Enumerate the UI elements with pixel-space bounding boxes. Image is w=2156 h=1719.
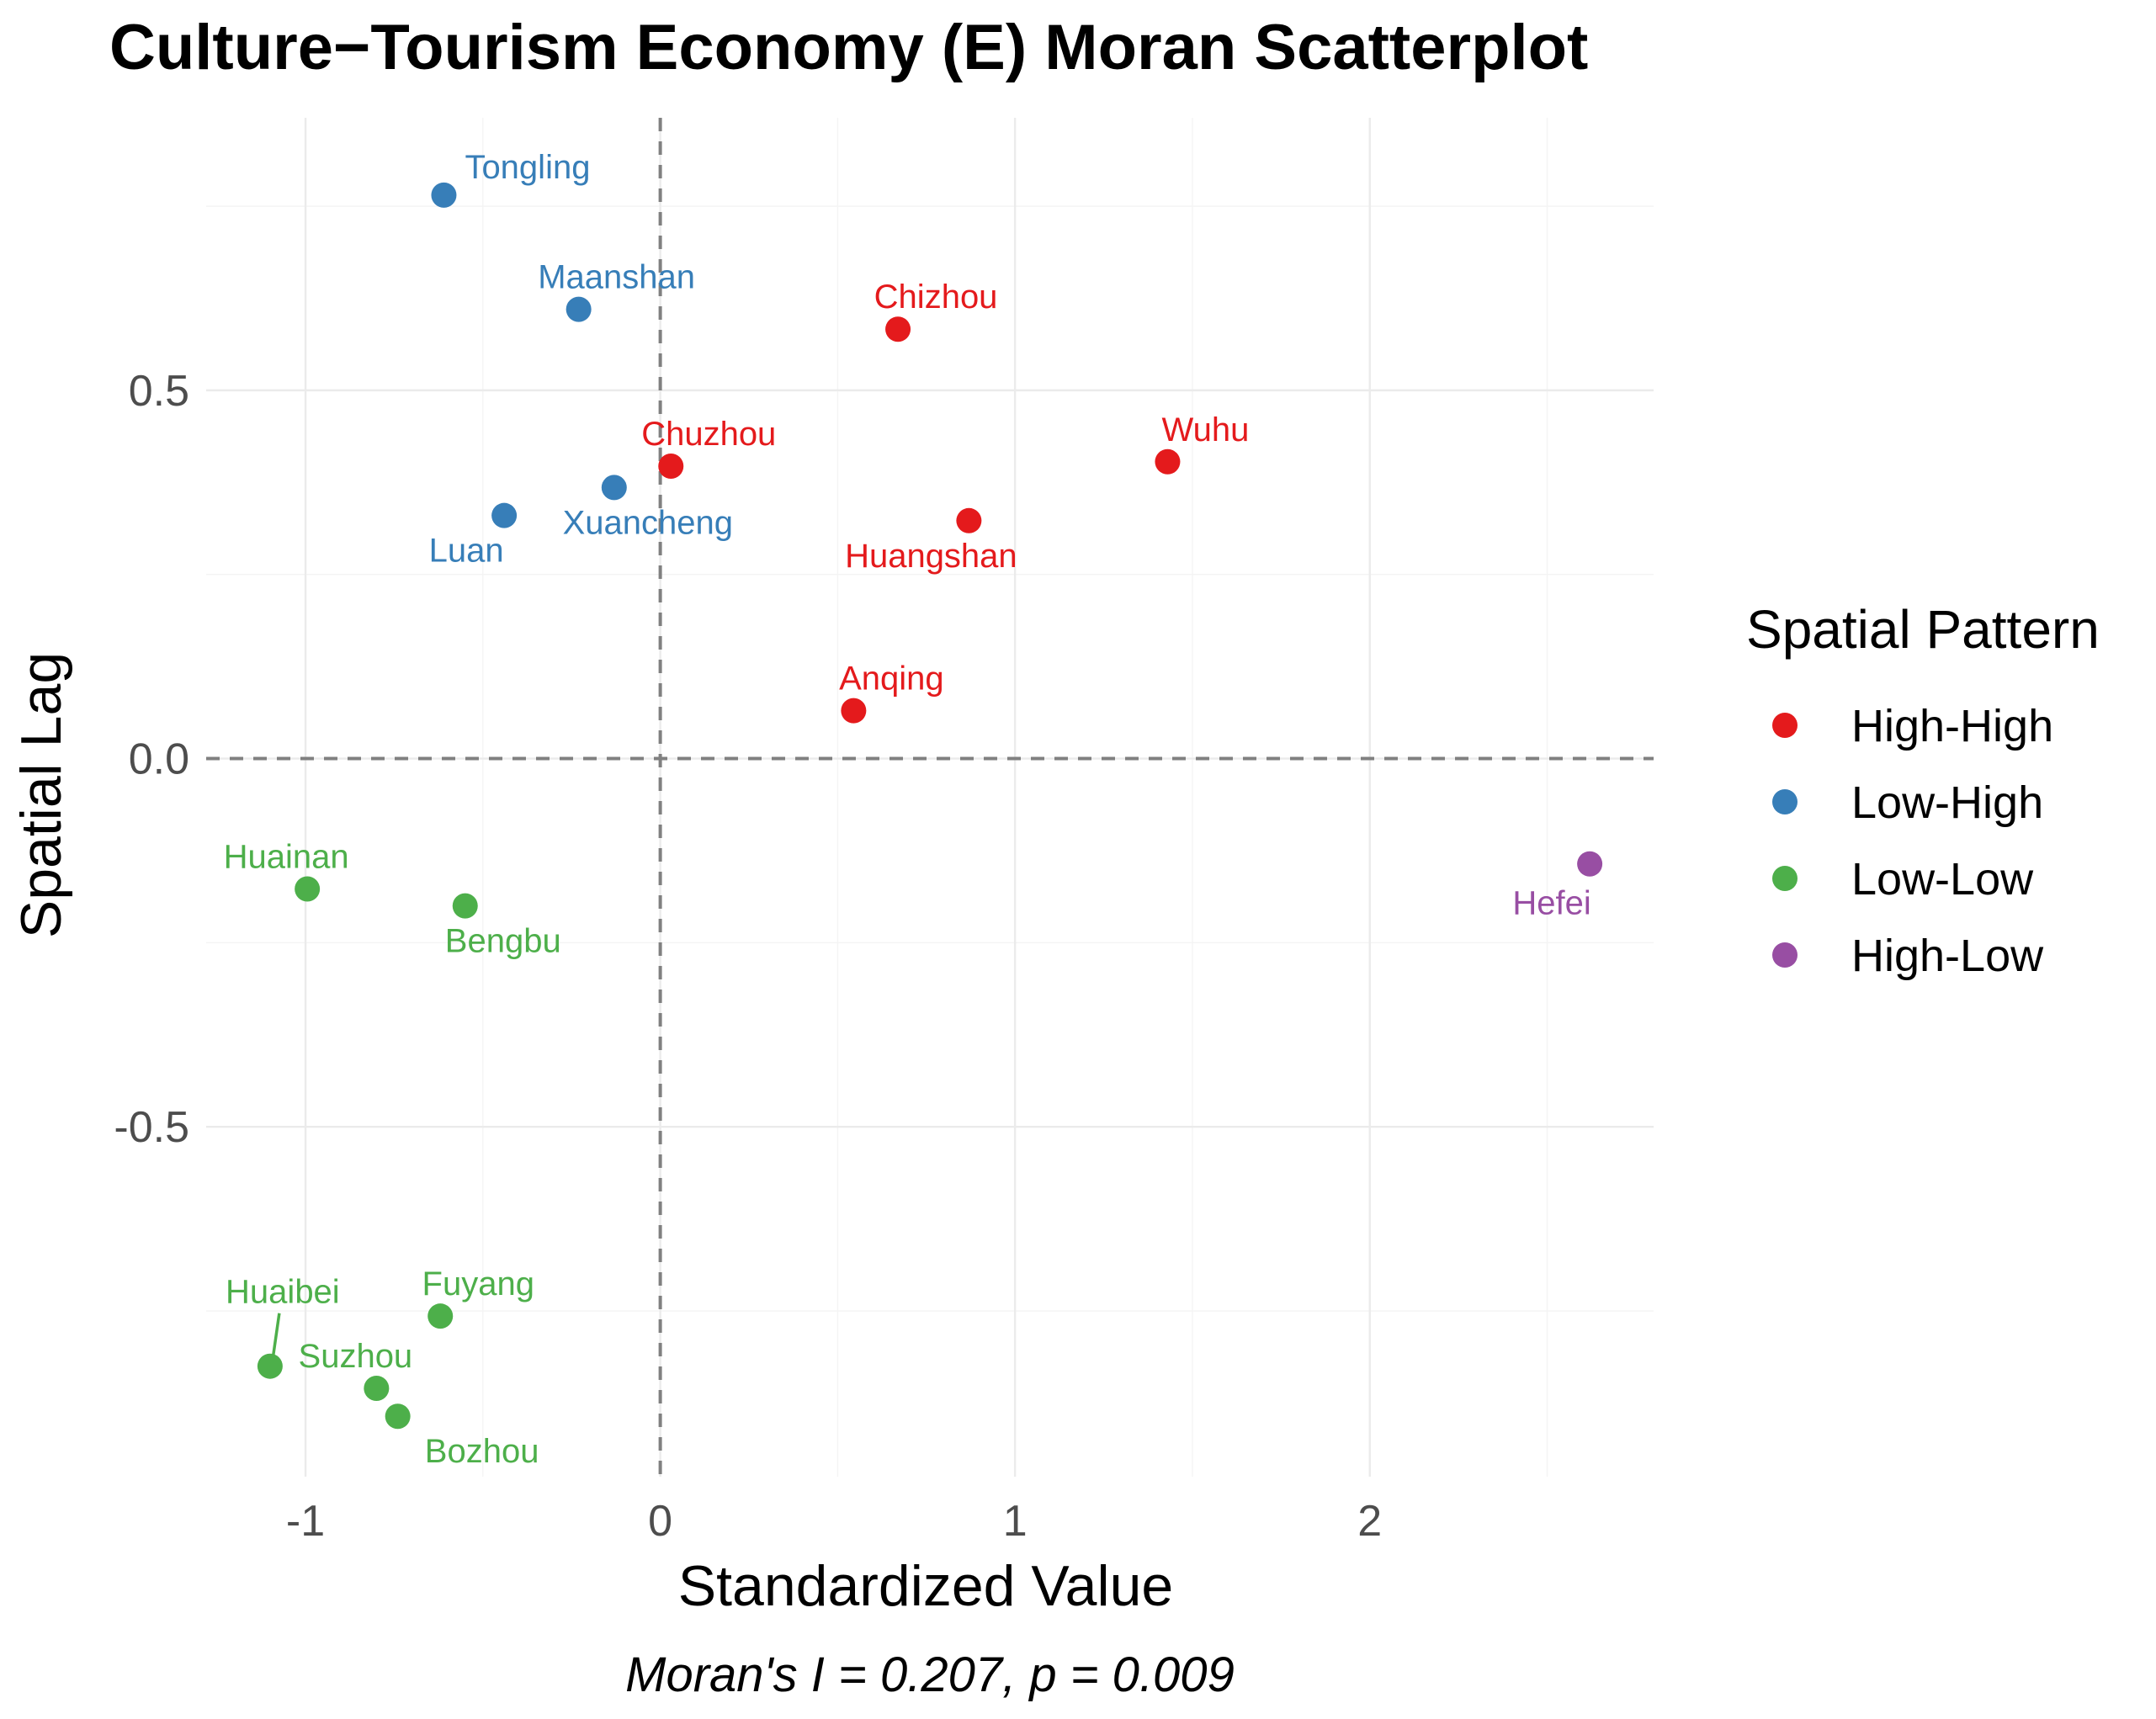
point-label-luan: Luan bbox=[429, 533, 504, 570]
legend-label-high-low: High-Low bbox=[1851, 931, 2044, 981]
point-label-maanshan: Maanshan bbox=[538, 259, 695, 296]
chart-title: Culture−Tourism Economy (E) Moran Scatte… bbox=[109, 12, 1588, 83]
x-tick-label: 1 bbox=[1003, 1497, 1028, 1546]
scatter-point-huaibei bbox=[257, 1353, 283, 1379]
y-tick-label: -0.5 bbox=[114, 1103, 189, 1152]
point-label-huainan: Huainan bbox=[224, 838, 349, 875]
label-leader-line bbox=[272, 1313, 281, 1355]
scatter-point-bengbu bbox=[452, 893, 478, 919]
reference-lines bbox=[206, 118, 1654, 1477]
scatter-point-wuhu bbox=[1155, 448, 1181, 475]
legend-key-low-high bbox=[1772, 789, 1798, 814]
scatter-point-huangshan bbox=[956, 507, 982, 533]
point-label-chuzhou: Chuzhou bbox=[641, 416, 776, 453]
legend-key-low-low bbox=[1772, 866, 1798, 891]
x-tick-label: -1 bbox=[286, 1497, 325, 1546]
scatter-point-suzhou bbox=[364, 1375, 390, 1401]
scatter-point-hefei bbox=[1577, 851, 1603, 877]
point-labels: Tongling Maanshan Xuancheng Luan Chizhou Chuz… bbox=[224, 149, 1591, 1470]
point-label-fuyang: Fuyang bbox=[422, 1265, 534, 1303]
legend: Spatial Pattern High-High Low-High Low-Low… bbox=[1746, 599, 2100, 981]
point-label-suzhou: Suzhou bbox=[299, 1338, 413, 1375]
legend-title: Spatial Pattern bbox=[1746, 599, 2100, 660]
scatter-point-tongling bbox=[431, 182, 457, 208]
point-label-anqing: Anqing bbox=[839, 661, 944, 698]
y-tick-label: 0.0 bbox=[129, 735, 189, 784]
legend-key-high-low bbox=[1772, 942, 1798, 968]
scatter-point-anqing bbox=[841, 698, 867, 724]
point-label-hefei: Hefei bbox=[1512, 885, 1590, 922]
point-label-wuhu: Wuhu bbox=[1162, 411, 1250, 448]
legend-key-high-high bbox=[1772, 713, 1798, 738]
scatter-point-maanshan bbox=[566, 296, 592, 322]
data-points bbox=[257, 182, 1603, 1430]
legend-label-low-low: Low-Low bbox=[1851, 854, 2034, 905]
scatter-point-xuancheng bbox=[601, 475, 627, 501]
x-tick-label: 0 bbox=[648, 1497, 672, 1546]
legend-label-high-high: High-High bbox=[1851, 701, 2053, 751]
tick-labels: -1 0 1 2 -0.5 0.0 0.5 bbox=[114, 367, 1382, 1546]
scatter-point-bozhou bbox=[385, 1403, 411, 1430]
caption: Moran's I = 0.207, p = 0.009 bbox=[625, 1647, 1235, 1702]
scatter-point-fuyang bbox=[427, 1303, 454, 1329]
legend-label-low-high: Low-High bbox=[1851, 777, 2043, 828]
y-axis-title: Spatial Lag bbox=[9, 652, 73, 938]
x-tick-label: 2 bbox=[1357, 1497, 1382, 1546]
point-label-huaibei: Huaibei bbox=[226, 1274, 340, 1311]
scatter-point-chuzhou bbox=[658, 454, 684, 480]
scatter-point-chizhou bbox=[885, 316, 911, 342]
scatter-point-luan bbox=[491, 502, 518, 528]
point-label-xuancheng: Xuancheng bbox=[563, 504, 733, 541]
y-tick-label: 0.5 bbox=[129, 367, 189, 416]
x-axis-title: Standardized Value bbox=[678, 1554, 1174, 1618]
point-label-bozhou: Bozhou bbox=[425, 1433, 539, 1470]
point-label-chizhou: Chizhou bbox=[874, 279, 998, 316]
scatter-point-huainan bbox=[295, 876, 321, 902]
point-label-huangshan: Huangshan bbox=[845, 538, 1017, 575]
point-label-bengbu: Bengbu bbox=[445, 923, 561, 960]
point-label-tongling: Tongling bbox=[465, 149, 590, 186]
